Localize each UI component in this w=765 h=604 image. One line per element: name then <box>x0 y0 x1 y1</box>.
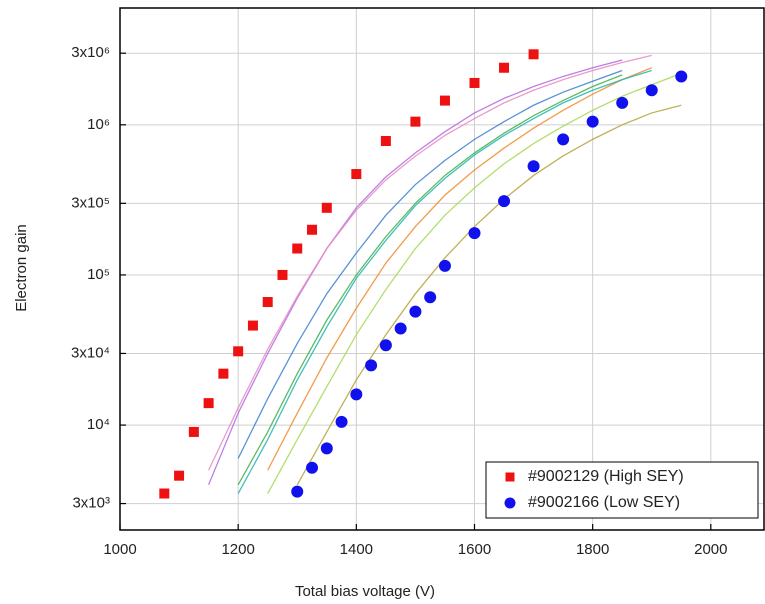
legend-label: #9002166 (Low SEY) <box>528 494 680 511</box>
circle-marker <box>586 115 599 128</box>
plot-frame <box>119 7 765 531</box>
square-marker <box>351 169 362 180</box>
square-marker <box>277 269 288 280</box>
gain-curve <box>267 67 652 471</box>
x-tick-label: 1800 <box>576 541 609 558</box>
y-tick-label: 3x10⁶ <box>71 44 110 61</box>
circle-marker <box>527 160 540 173</box>
y-tick-label: 3x10⁵ <box>71 194 110 211</box>
square-marker <box>233 346 244 357</box>
square-marker <box>410 116 421 127</box>
gain-curve <box>267 72 682 494</box>
y-tick-label: 3x10⁴ <box>71 344 110 361</box>
gain-curve <box>208 54 652 471</box>
circle-marker <box>409 305 422 318</box>
x-tick-label: 1400 <box>340 541 373 558</box>
circle-marker <box>394 322 407 335</box>
circle-marker <box>335 415 348 428</box>
circle-marker <box>350 388 363 401</box>
square-marker <box>203 398 214 409</box>
y-axis-label: Electron gain <box>13 224 30 312</box>
circle-marker <box>291 485 304 498</box>
circle-marker <box>616 96 629 109</box>
y-tick-label: 10⁶ <box>87 116 110 133</box>
circle-marker <box>675 70 688 83</box>
legend-label: #9002129 (High SEY) <box>528 468 684 485</box>
gain-curve <box>237 74 623 486</box>
square-marker <box>188 426 199 437</box>
legend: #9002129 (High SEY) #9002166 (Low SEY) <box>485 461 759 519</box>
circle-marker <box>365 359 378 372</box>
square-marker <box>505 472 515 482</box>
square-marker <box>159 488 170 499</box>
square-marker <box>247 320 258 331</box>
y-tick-label: 3x10³ <box>72 495 110 512</box>
gain-curve <box>296 104 682 486</box>
square-marker <box>380 136 391 147</box>
circle-marker <box>468 227 481 240</box>
y-tick-label: 10⁴ <box>87 416 110 433</box>
circle-marker <box>645 84 658 97</box>
circle-marker <box>424 291 437 304</box>
y-tick-label: 10⁵ <box>87 266 110 283</box>
x-axis-label: Total bias voltage (V) <box>295 583 435 600</box>
gain-curve <box>237 69 623 459</box>
circle-marker <box>557 133 570 146</box>
gain-curve <box>208 59 623 486</box>
square-marker <box>307 224 318 235</box>
circle-marker <box>306 461 319 474</box>
x-tick-label: 2000 <box>694 541 727 558</box>
gain-curve <box>237 69 652 494</box>
x-tick-label: 1000 <box>103 541 136 558</box>
legend-box <box>485 461 759 519</box>
square-marker <box>292 243 303 254</box>
square-marker <box>321 202 332 213</box>
square-marker <box>262 297 273 308</box>
x-tick-label: 1600 <box>458 541 491 558</box>
square-marker <box>174 470 185 481</box>
square-marker <box>218 368 229 379</box>
square-marker <box>439 95 450 106</box>
circle-marker <box>498 195 511 208</box>
circle-marker <box>438 259 451 272</box>
square-marker <box>499 62 510 73</box>
x-tick-label: 1200 <box>221 541 254 558</box>
circle-marker <box>504 497 516 509</box>
square-marker <box>528 49 539 60</box>
circle-marker <box>379 339 392 352</box>
square-marker <box>469 77 480 88</box>
circle-marker <box>320 442 333 455</box>
